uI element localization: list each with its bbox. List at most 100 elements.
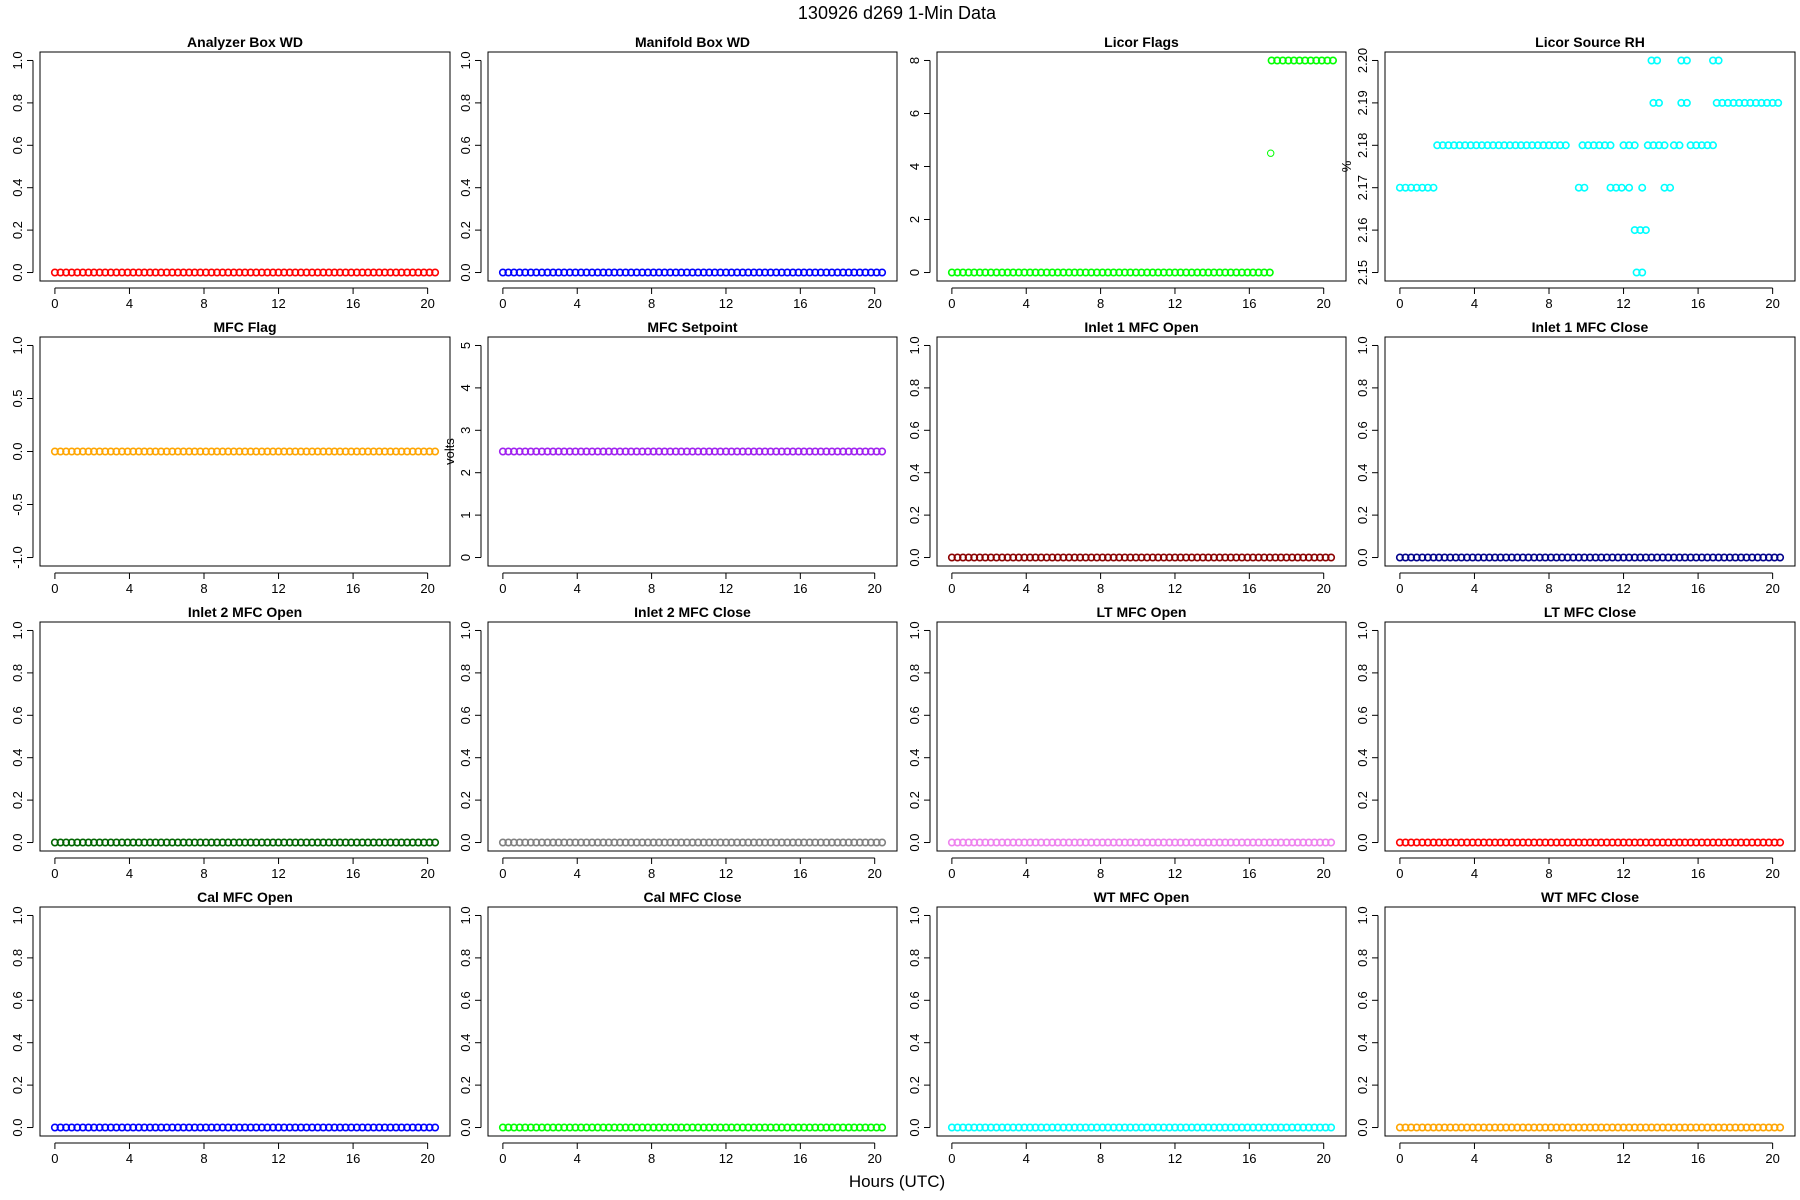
data-point [1457, 1123, 1466, 1132]
data-point [1614, 1123, 1623, 1132]
data-point [1126, 553, 1135, 562]
data-point [1221, 268, 1230, 277]
x-tick-label: 12 [719, 581, 733, 596]
data-point [1316, 1123, 1325, 1132]
x-tick-label: 8 [1097, 296, 1104, 311]
data-point [666, 268, 675, 277]
data-point [1759, 838, 1768, 847]
data-point [1500, 141, 1509, 150]
data-point [582, 447, 591, 456]
data-point [1649, 141, 1658, 150]
data-point [844, 268, 853, 277]
data-point [958, 268, 967, 277]
x-tick-label: 12 [719, 866, 733, 881]
data-point [1723, 98, 1732, 107]
x-tick-label: 4 [574, 866, 581, 881]
data-point [699, 268, 708, 277]
data-point [1709, 838, 1718, 847]
data-point [643, 838, 652, 847]
data-point [252, 268, 261, 277]
data-point [1561, 141, 1570, 150]
data-point [313, 838, 322, 847]
data-point [1709, 141, 1718, 150]
data-point [391, 268, 400, 277]
data-point [799, 1123, 808, 1132]
data-point [1641, 838, 1650, 847]
data-point [1182, 268, 1191, 277]
data-point [1776, 553, 1785, 562]
data-point [749, 1123, 758, 1132]
data-series [498, 447, 887, 456]
data-point [106, 1123, 115, 1132]
data-point [1608, 553, 1617, 562]
panel-title: Manifold Box WD [635, 34, 750, 50]
data-point [811, 447, 820, 456]
x-tick-label: 16 [1691, 581, 1705, 596]
data-point [543, 447, 552, 456]
data-point [1505, 141, 1514, 150]
data-point [1435, 838, 1444, 847]
data-point [1479, 1123, 1488, 1132]
data-point [1429, 838, 1438, 847]
data-point [375, 268, 384, 277]
data-point [738, 838, 747, 847]
data-series [1395, 56, 1783, 277]
x-tick-label: 8 [648, 1151, 655, 1166]
data-point [146, 838, 155, 847]
data-point [1489, 141, 1498, 150]
y-tick-label: -1.0 [10, 546, 25, 568]
data-point [866, 268, 875, 277]
x-tick-label: 20 [1316, 866, 1330, 881]
y-tick-label: 1.0 [10, 336, 25, 354]
data-point [50, 447, 59, 456]
data-point [705, 838, 714, 847]
data-point [1619, 553, 1628, 562]
data-point [1638, 183, 1647, 192]
data-point [1681, 838, 1690, 847]
data-point [688, 1123, 697, 1132]
data-point [537, 268, 546, 277]
data-point [794, 447, 803, 456]
data-point [118, 268, 127, 277]
data-point [1321, 838, 1330, 847]
y-tick-label: 0.8 [1355, 664, 1370, 682]
data-point [599, 268, 608, 277]
panel-title: LT MFC Close [1544, 604, 1637, 620]
data-point [1276, 553, 1285, 562]
data-point [1764, 838, 1773, 847]
x-tick-label: 16 [1242, 1151, 1256, 1166]
data-point [1485, 838, 1494, 847]
x-tick-label: 12 [271, 1151, 285, 1166]
x-tick-label: 8 [1545, 581, 1552, 596]
data-point [1104, 838, 1113, 847]
y-tick-label: 0.6 [10, 136, 25, 154]
data-point [811, 268, 820, 277]
data-point [643, 268, 652, 277]
data-point [1563, 553, 1572, 562]
data-point [1176, 1123, 1185, 1132]
data-point [1558, 838, 1567, 847]
panel-title: LT MFC Open [1097, 604, 1187, 620]
y-tick-label: 0.4 [458, 749, 473, 767]
data-point [699, 447, 708, 456]
data-point [1664, 553, 1673, 562]
data-point [1653, 1123, 1662, 1132]
data-point [498, 1123, 507, 1132]
data-point [1675, 838, 1684, 847]
data-point [1655, 98, 1664, 107]
data-point [643, 447, 652, 456]
data-point [755, 838, 764, 847]
data-point [84, 1123, 93, 1132]
y-tick-label: 0.0 [458, 833, 473, 851]
data-point [1009, 1123, 1018, 1132]
data-point [1026, 838, 1035, 847]
plot-frame [1384, 51, 1796, 282]
x-tick-label: 20 [1765, 581, 1779, 596]
data-point [408, 447, 417, 456]
data-point [1703, 1123, 1712, 1132]
data-point [1468, 838, 1477, 847]
data-point [599, 838, 608, 847]
data-point [168, 838, 177, 847]
data-point [218, 838, 227, 847]
data-point [95, 838, 104, 847]
